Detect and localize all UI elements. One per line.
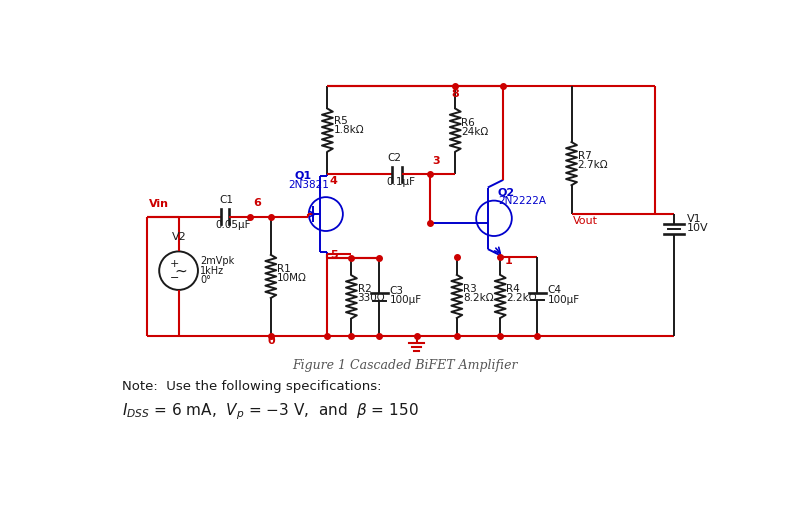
Text: 0.1μF: 0.1μF <box>386 177 416 187</box>
Text: 10V: 10V <box>687 223 709 233</box>
Text: 24kΩ: 24kΩ <box>461 127 489 137</box>
Text: 5: 5 <box>329 249 337 259</box>
Text: $I_{DSS}$ = 6 mA,  $V_p$ = $-$3 V,  and  $\beta$ = 150: $I_{DSS}$ = 6 mA, $V_p$ = $-$3 V, and $\… <box>122 402 419 422</box>
Text: R4: R4 <box>506 284 520 294</box>
Text: 2N2222A: 2N2222A <box>498 197 546 207</box>
Text: Q1: Q1 <box>295 170 312 180</box>
Text: 1kHz: 1kHz <box>201 266 224 276</box>
Text: 8.2kΩ: 8.2kΩ <box>463 293 494 303</box>
Text: 2mVpk: 2mVpk <box>201 256 235 267</box>
Text: 4: 4 <box>329 176 337 186</box>
Text: 0: 0 <box>268 336 276 346</box>
Text: 6: 6 <box>254 198 261 208</box>
Text: −: − <box>170 274 179 283</box>
Text: Note:  Use the following specifications:: Note: Use the following specifications: <box>122 380 382 393</box>
Text: 10MΩ: 10MΩ <box>277 273 307 283</box>
Text: ~: ~ <box>175 263 187 278</box>
Text: Q2: Q2 <box>498 187 515 197</box>
Text: 100μF: 100μF <box>547 294 580 304</box>
Text: 0.05μF: 0.05μF <box>215 220 250 230</box>
Text: 330Ω: 330Ω <box>358 293 386 303</box>
Text: 2N3821: 2N3821 <box>288 179 329 189</box>
Text: Vin: Vin <box>149 199 169 209</box>
Text: 8: 8 <box>451 88 459 99</box>
Text: C3: C3 <box>389 286 404 296</box>
Text: 1: 1 <box>505 256 513 267</box>
Text: 0°: 0° <box>201 275 211 285</box>
Text: R2: R2 <box>358 284 371 294</box>
Text: R7: R7 <box>577 151 592 161</box>
Text: 100μF: 100μF <box>389 295 422 305</box>
Text: 3: 3 <box>432 156 439 166</box>
Text: 1.8kΩ: 1.8kΩ <box>333 125 364 135</box>
Text: R6: R6 <box>461 118 476 128</box>
Text: 2.2kΩ: 2.2kΩ <box>506 293 537 303</box>
Text: R5: R5 <box>333 116 348 126</box>
Text: 2.7kΩ: 2.7kΩ <box>577 160 608 170</box>
Text: +: + <box>170 259 179 269</box>
Text: V1: V1 <box>687 214 702 224</box>
Text: R3: R3 <box>463 284 476 294</box>
Text: Vout: Vout <box>573 217 598 226</box>
Text: R1: R1 <box>277 264 291 274</box>
Text: V2: V2 <box>172 232 187 242</box>
Text: Figure 1 Cascaded BiFET Amplifier: Figure 1 Cascaded BiFET Amplifier <box>292 359 517 372</box>
Text: C4: C4 <box>547 286 562 295</box>
Text: C1: C1 <box>219 195 233 205</box>
Text: C2: C2 <box>388 153 402 163</box>
